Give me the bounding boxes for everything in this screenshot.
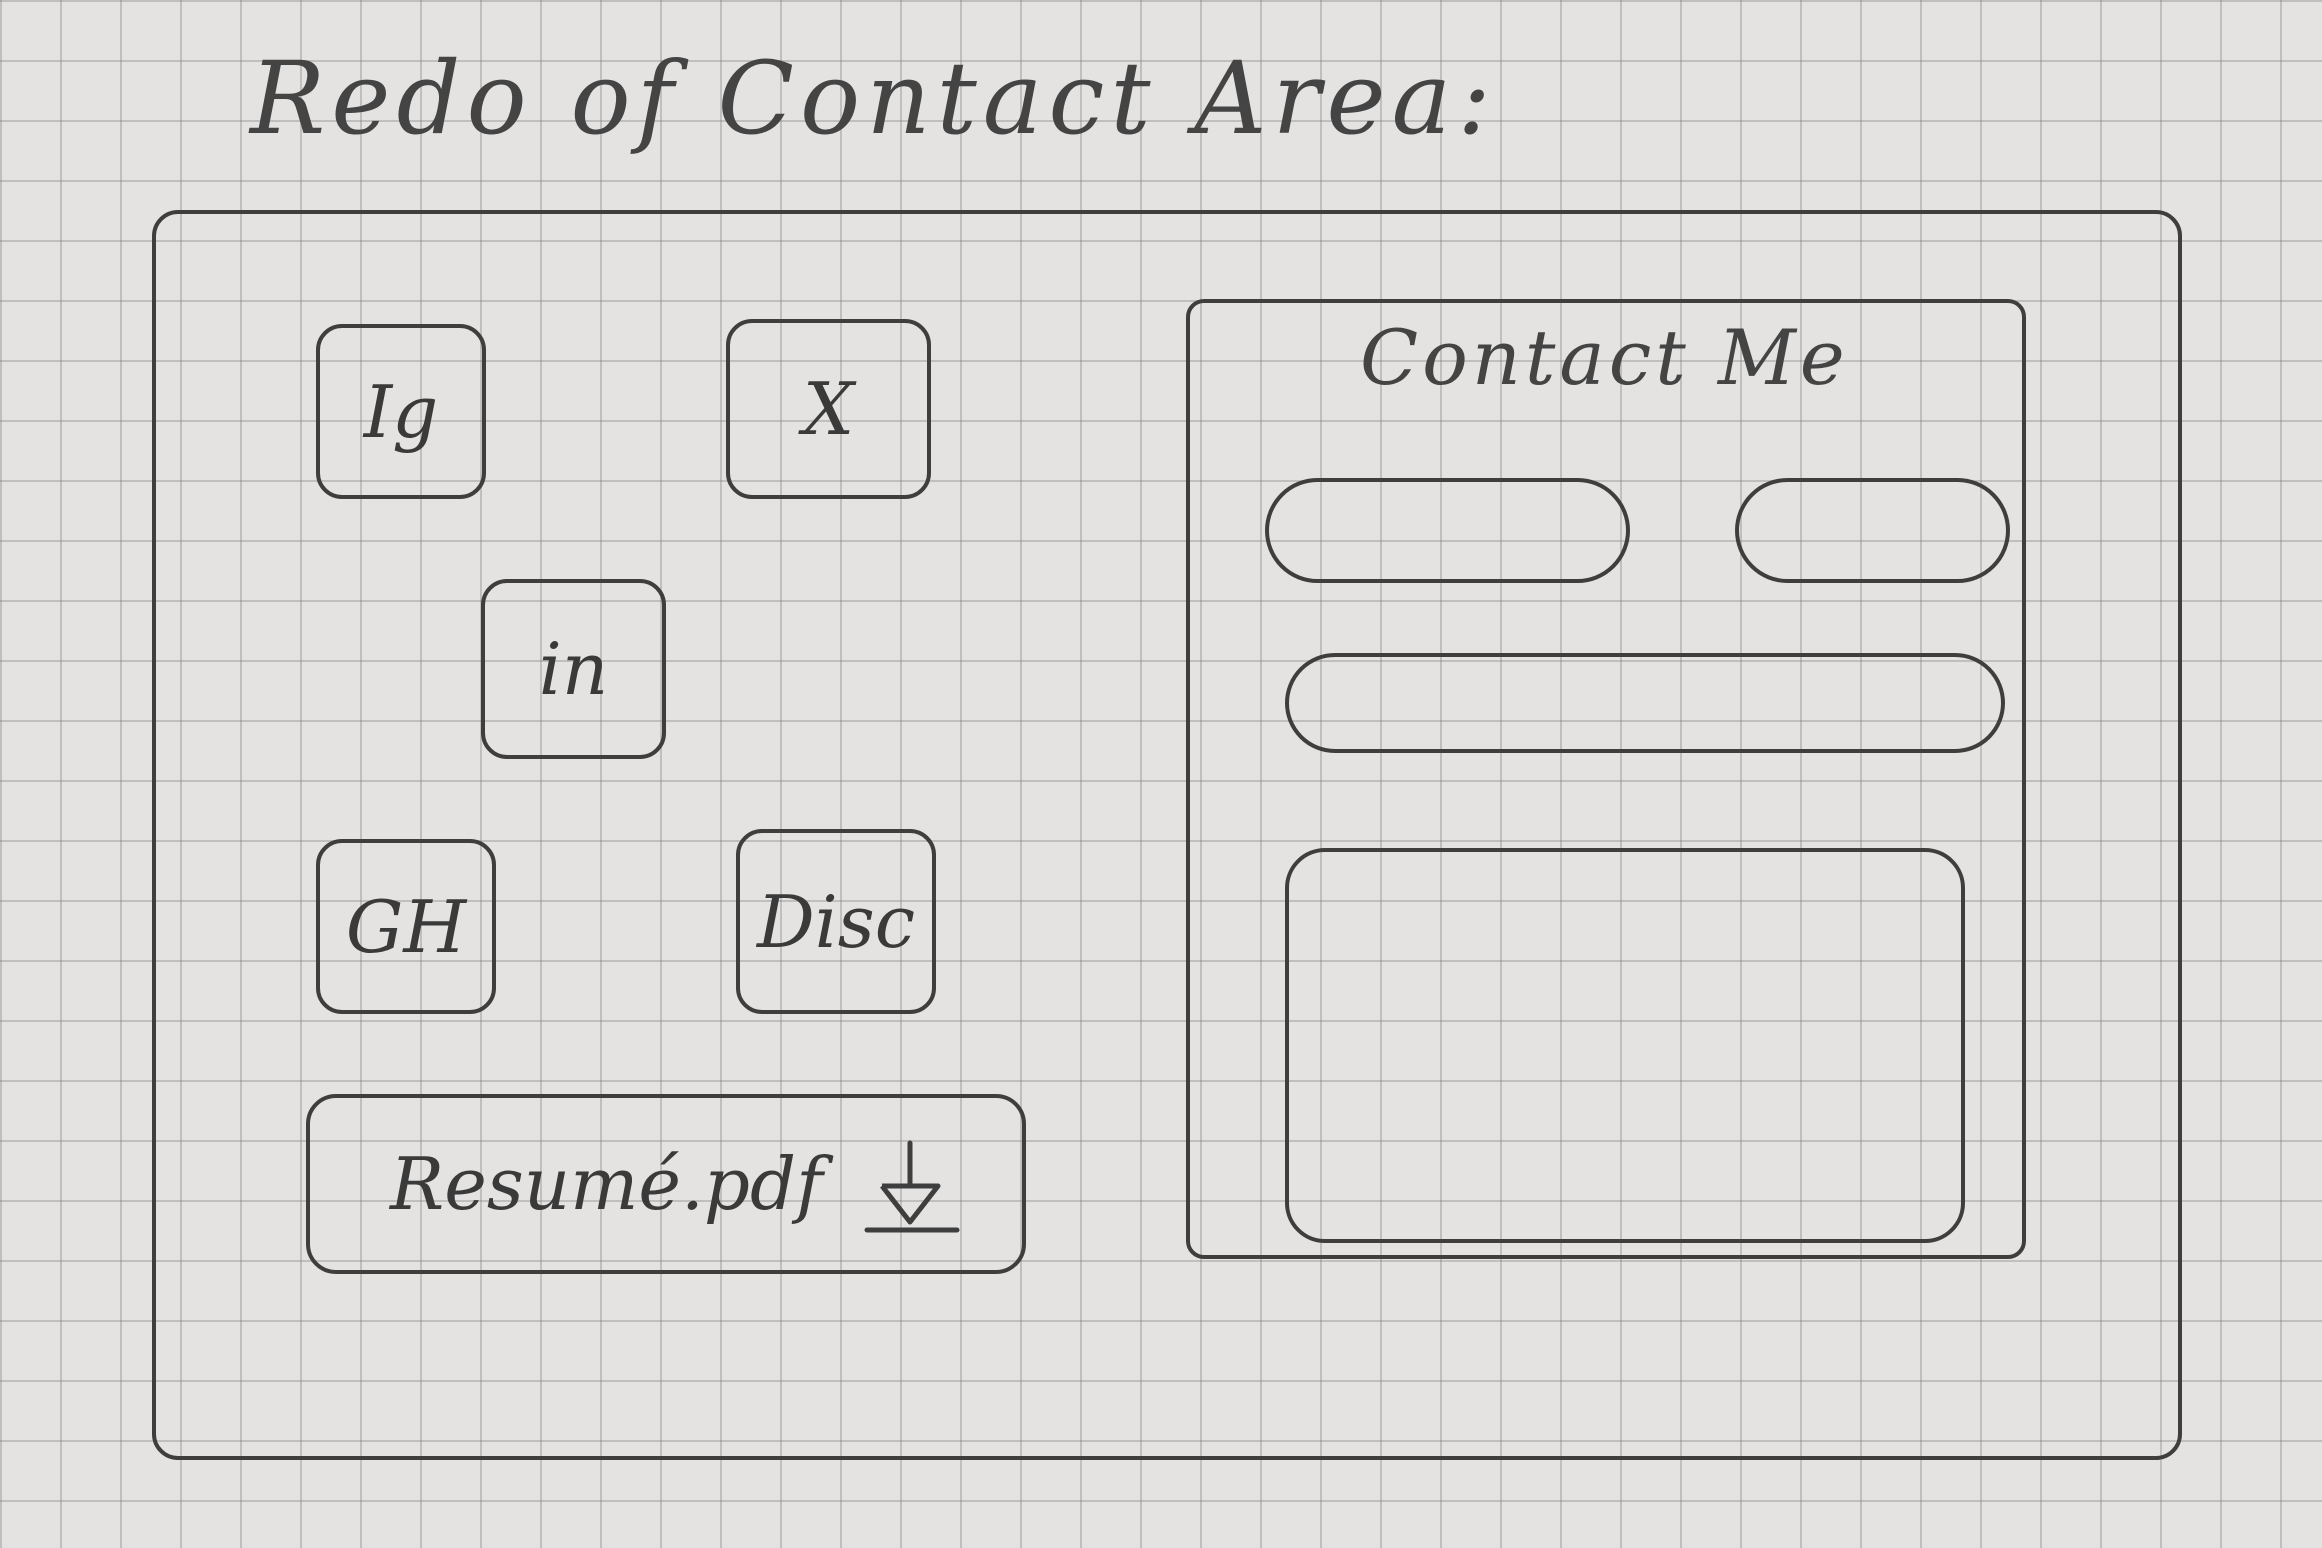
instagram-label: Ig xyxy=(363,369,439,454)
discord-button[interactable]: Disc xyxy=(736,829,936,1014)
contact-heading: Contact Me xyxy=(1360,313,1849,402)
subject-input[interactable] xyxy=(1285,653,2005,753)
discord-label: Disc xyxy=(756,879,916,964)
sketch-title: Redo of Contact Area: xyxy=(250,40,1497,157)
name-input[interactable] xyxy=(1265,478,1630,583)
x-button[interactable]: X xyxy=(726,319,931,499)
linkedin-button[interactable]: in xyxy=(481,579,666,759)
github-label: GH xyxy=(345,884,467,969)
email-input[interactable] xyxy=(1735,478,2010,583)
instagram-button[interactable]: Ig xyxy=(316,324,486,499)
x-label: X xyxy=(802,367,855,451)
resume-label: Resumé.pdf xyxy=(390,1142,823,1226)
download-icon xyxy=(864,1140,960,1233)
contact-area-frame: Ig X in GH Disc Resumé.pdf Contact Me xyxy=(152,210,2182,1460)
github-button[interactable]: GH xyxy=(316,839,496,1014)
contact-form-panel: Contact Me xyxy=(1186,299,2026,1259)
linkedin-label: in xyxy=(538,627,609,711)
message-textarea[interactable] xyxy=(1285,848,1965,1243)
resume-download-button[interactable]: Resumé.pdf xyxy=(306,1094,1026,1274)
